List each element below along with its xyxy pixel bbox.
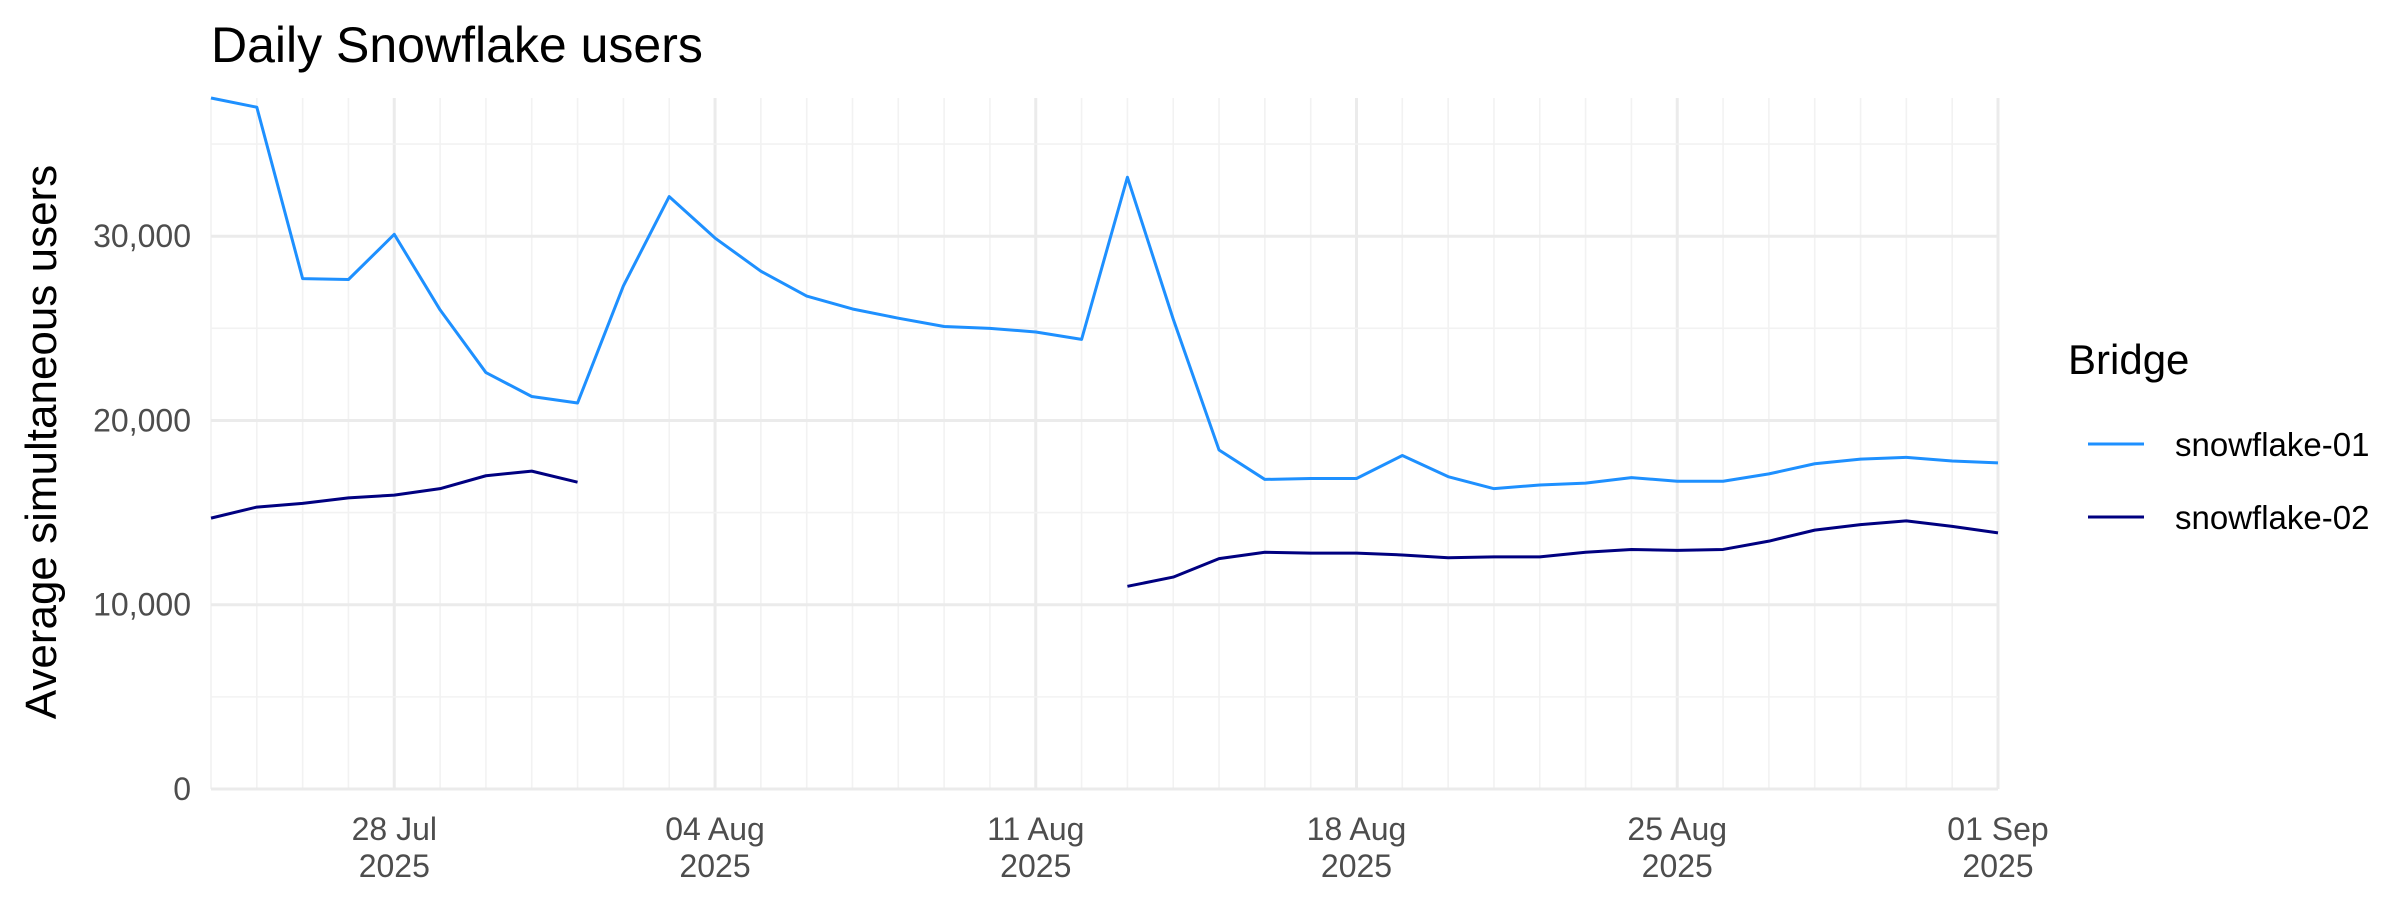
series-line-snowflake-02 [1127, 519, 1999, 588]
y-axis-label: Average simultaneous users [17, 165, 66, 719]
x-tick-label: 25 Aug [1627, 811, 1727, 847]
x-tick-label: 04 Aug [665, 811, 765, 847]
x-tick-label: 11 Aug [987, 811, 1084, 847]
x-tick-year-label: 2025 [1962, 848, 2033, 884]
chart-title: Daily Snowflake users [211, 17, 703, 73]
series-line-snowflake-02 [210, 469, 578, 520]
x-tick-year-label: 2025 [1321, 848, 1392, 884]
legend-title: Bridge [2068, 336, 2189, 383]
series-line-snowflake-01 [210, 96, 1999, 491]
y-tick-label: 20,000 [93, 402, 191, 438]
legend-label: snowflake-02 [2175, 499, 2369, 536]
y-axis: 0 10,000 20,000 30,000 [93, 218, 191, 807]
y-tick-label: 0 [173, 771, 191, 807]
legend-label: snowflake-01 [2175, 426, 2369, 463]
x-tick-year-label: 2025 [1000, 848, 1071, 884]
plot-grid [210, 98, 2000, 791]
legend: Bridge snowflake-01 snowflake-02 [2068, 336, 2369, 536]
x-tick-year-label: 2025 [359, 848, 430, 884]
x-tick-year-label: 2025 [679, 848, 750, 884]
x-tick-label: 28 Jul [352, 811, 437, 847]
y-tick-label: 10,000 [93, 587, 191, 623]
y-tick-label: 30,000 [93, 218, 191, 254]
x-tick-label: 18 Aug [1307, 811, 1407, 847]
x-tick-label: 01 Sep [1947, 811, 2048, 847]
series-layer [210, 96, 1999, 588]
x-tick-year-label: 2025 [1642, 848, 1713, 884]
